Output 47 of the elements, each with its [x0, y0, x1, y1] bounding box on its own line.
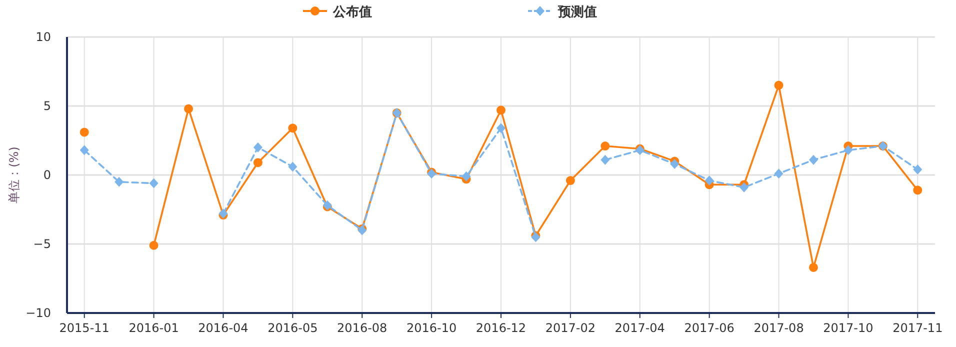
point — [600, 154, 610, 165]
point — [253, 158, 262, 168]
x-tick-label: 2017-04 — [614, 321, 665, 335]
point — [913, 186, 922, 195]
point — [670, 158, 680, 169]
point — [844, 145, 853, 156]
legend-label: 公布值 — [332, 5, 372, 20]
point — [288, 124, 298, 133]
y-tick-label: 0 — [43, 168, 51, 182]
point — [600, 142, 610, 151]
point — [774, 80, 784, 90]
x-tick-label: 2015-11 — [59, 321, 110, 335]
y-tick-label: 5 — [43, 99, 51, 113]
x-tick-label: 2016-08 — [337, 321, 388, 335]
point — [496, 106, 506, 115]
point — [80, 128, 89, 137]
point — [808, 262, 818, 272]
y-tick-label: −5 — [33, 237, 51, 251]
x-tick-label: 2017-02 — [545, 321, 596, 335]
point — [808, 154, 818, 165]
x-tick-label: 2016-05 — [268, 321, 318, 335]
point — [149, 240, 158, 250]
x-tick-label: 2016-01 — [128, 321, 179, 335]
point — [740, 182, 749, 192]
y-tick-label: 10 — [36, 30, 51, 44]
point — [288, 162, 298, 172]
point — [566, 176, 575, 186]
point — [496, 123, 506, 134]
y-axis-title: 单位：(%) — [7, 146, 21, 204]
x-tick-label: 2016-04 — [198, 321, 248, 335]
point — [114, 176, 124, 187]
x-tick-label: 2016-10 — [406, 321, 457, 335]
point — [913, 164, 922, 174]
x-tick-label: 2017-06 — [684, 321, 734, 335]
y-tick-label: −10 — [26, 306, 51, 320]
point — [149, 178, 158, 188]
point — [184, 104, 194, 114]
x-tick-label: 2016-12 — [476, 321, 526, 335]
point — [253, 142, 262, 152]
point — [704, 176, 714, 186]
x-tick-label: 2017-11 — [892, 321, 943, 335]
point — [462, 171, 471, 182]
point — [80, 145, 89, 156]
point — [774, 168, 784, 179]
x-tick-label: 2017-08 — [754, 321, 804, 335]
legend-label: 预测值 — [557, 5, 597, 20]
x-tick-label: 2017-10 — [823, 321, 874, 335]
